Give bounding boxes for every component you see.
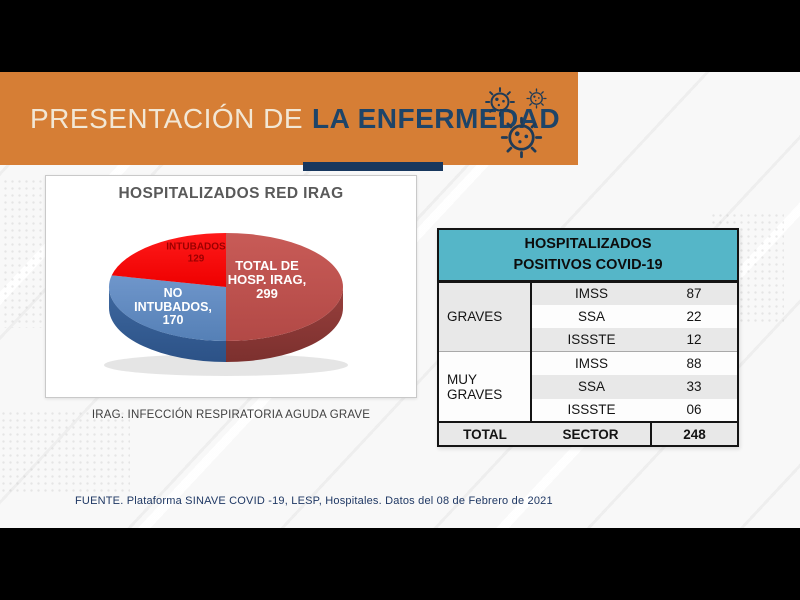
institution-cell: SSA bbox=[531, 375, 651, 399]
virus-icon bbox=[500, 116, 543, 159]
institution-cell: ISSSTE bbox=[531, 398, 651, 422]
virus-cluster-icon bbox=[485, 87, 547, 159]
total-label: TOTAL bbox=[438, 421, 531, 446]
halftone-dots bbox=[0, 410, 130, 494]
pie-slice-intubados bbox=[111, 233, 226, 287]
source-note: FUENTE. Plataforma SINAVE COVID -19, LES… bbox=[75, 495, 553, 507]
group-label-graves: GRAVES bbox=[438, 281, 532, 352]
value-cell: 06 bbox=[651, 398, 738, 422]
pie-rim-no-intubados bbox=[109, 287, 226, 362]
institution-cell: ISSSTE bbox=[531, 328, 651, 352]
institution-cell: IMSS bbox=[531, 351, 651, 375]
table-row: SSA 22 bbox=[438, 304, 738, 328]
table-title-line2: POSITIVOS COVID-19 bbox=[513, 256, 663, 273]
covid-hospitalized-table: HOSPITALIZADOS POSITIVOS COVID-19 GRAVES… bbox=[437, 228, 739, 447]
table-title-line1: HOSPITALIZADOS bbox=[524, 236, 652, 253]
title-emphasis: LA ENFERMEDAD bbox=[312, 102, 561, 134]
pie-slice-no-intubados bbox=[108, 275, 226, 341]
table-row: GRAVES IMSS 87 bbox=[438, 281, 738, 352]
total-value: 248 bbox=[650, 421, 738, 446]
table-total-row: TOTAL SECTOR 248 bbox=[438, 421, 738, 446]
total-sector-label: SECTOR bbox=[531, 421, 651, 446]
virus-icon bbox=[485, 87, 515, 117]
table-title: HOSPITALIZADOS POSITIVOS COVID-19 bbox=[438, 229, 738, 283]
pie-rim-total bbox=[226, 287, 343, 362]
pie-chart-panel: HOSPITALIZADOS RED IRAG INTUBADOS 129 TO… bbox=[45, 175, 417, 398]
table-row: MUY GRAVES IMSS 88 bbox=[438, 351, 738, 422]
group-label-muy-graves: MUY GRAVES bbox=[438, 351, 532, 422]
pie-slice-total bbox=[226, 233, 343, 341]
header-bar: PRESENTACIÓN DE LA ENFERMEDAD bbox=[0, 72, 578, 165]
page-title: PRESENTACIÓN DE LA ENFERMEDAD bbox=[30, 103, 560, 135]
table-row: ISSSTE 12 bbox=[438, 328, 738, 352]
value-cell: 33 bbox=[651, 375, 738, 399]
table-row: SSA 33 bbox=[438, 375, 738, 399]
pie-chart-title: HOSPITALIZADOS RED IRAG bbox=[118, 185, 344, 202]
pie-chart bbox=[104, 233, 348, 376]
institution-cell: IMSS bbox=[531, 281, 651, 305]
title-prefix: PRESENTACIÓN DE bbox=[30, 102, 304, 134]
pie-chart-caption: IRAG. INFECCIÓN RESPIRATORIA AGUDA GRAVE bbox=[91, 409, 371, 421]
virus-icon bbox=[526, 88, 547, 109]
value-cell: 22 bbox=[651, 304, 738, 328]
table-header-row: HOSPITALIZADOS POSITIVOS COVID-19 bbox=[438, 229, 738, 283]
institution-cell: SSA bbox=[531, 304, 651, 328]
header-accent-bar bbox=[303, 162, 443, 171]
pie-shadow bbox=[104, 354, 348, 376]
slide: PRESENTACIÓN DE LA ENFERMEDAD bbox=[0, 72, 800, 528]
table-row: ISSSTE 06 bbox=[438, 398, 738, 422]
value-cell: 87 bbox=[651, 281, 738, 305]
value-cell: 88 bbox=[651, 351, 738, 375]
value-cell: 12 bbox=[651, 328, 738, 352]
